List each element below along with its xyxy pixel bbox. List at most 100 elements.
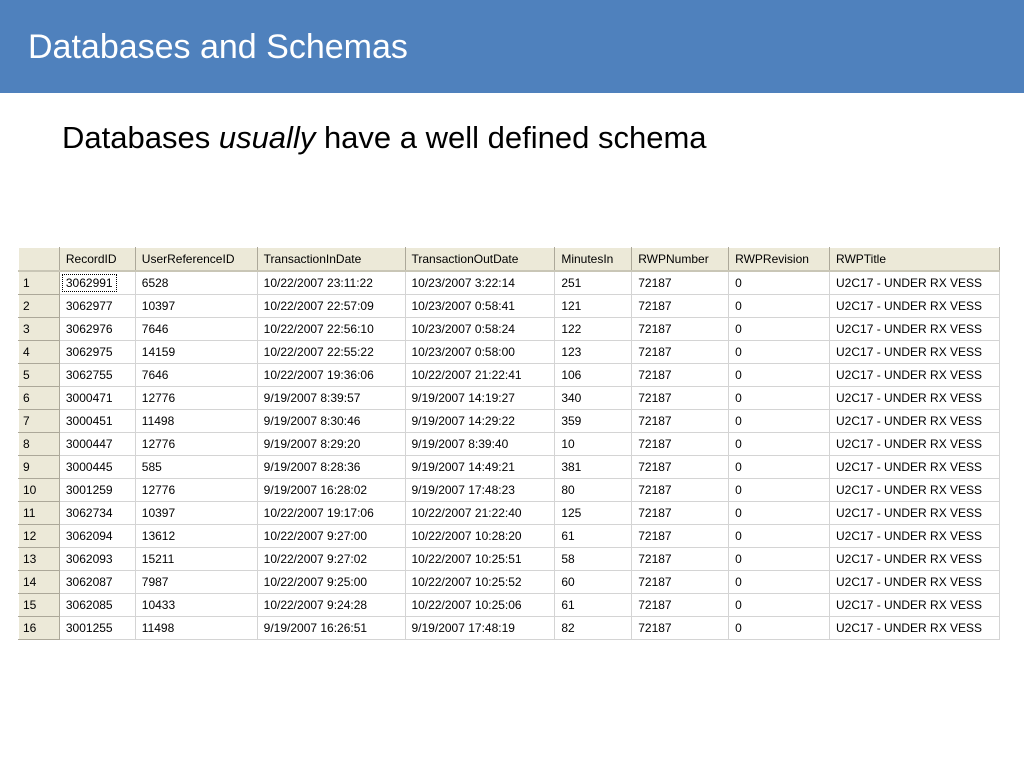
- grid-cell[interactable]: 3000445: [58, 455, 136, 479]
- grid-cell[interactable]: 122: [554, 317, 633, 341]
- column-header[interactable]: RWPTitle: [829, 247, 1000, 272]
- row-number-cell[interactable]: 10: [18, 478, 60, 502]
- grid-cell[interactable]: 3000451: [58, 409, 136, 433]
- grid-cell[interactable]: 10/22/2007 22:55:22: [256, 340, 406, 364]
- grid-cell[interactable]: 14159: [134, 340, 258, 364]
- grid-cell[interactable]: 0: [728, 593, 831, 617]
- grid-cell[interactable]: 9/19/2007 8:39:57: [256, 386, 406, 410]
- grid-cell[interactable]: 15211: [134, 547, 258, 571]
- column-header[interactable]: RWPNumber: [631, 247, 730, 272]
- grid-cell[interactable]: 0: [728, 270, 831, 295]
- table-row[interactable]: 16 3001255 11498 9/19/2007 16:26:51 9/19/200…: [18, 616, 1000, 640]
- column-header[interactable]: TransactionOutDate: [404, 247, 556, 272]
- grid-cell[interactable]: 10433: [134, 593, 258, 617]
- grid-cell[interactable]: 12776: [134, 386, 258, 410]
- grid-cell[interactable]: 10: [554, 432, 633, 456]
- grid-cell[interactable]: 72187: [631, 547, 730, 571]
- grid-cell[interactable]: 61: [554, 593, 633, 617]
- grid-cell[interactable]: 9/19/2007 16:26:51: [256, 616, 406, 640]
- grid-cell[interactable]: 58: [554, 547, 633, 571]
- grid-cell[interactable]: 61: [554, 524, 633, 548]
- grid-cell[interactable]: 72187: [631, 593, 730, 617]
- grid-cell[interactable]: U2C17 - UNDER RX VESS: [829, 455, 1000, 479]
- grid-cell[interactable]: U2C17 - UNDER RX VESS: [829, 294, 1000, 318]
- grid-cell[interactable]: 10/22/2007 10:25:51: [404, 547, 556, 571]
- grid-cell[interactable]: 10/23/2007 3:22:14: [404, 270, 556, 295]
- grid-cell[interactable]: 72187: [631, 363, 730, 387]
- grid-cell[interactable]: 9/19/2007 8:28:36: [256, 455, 406, 479]
- row-number-cell[interactable]: 11: [18, 501, 60, 525]
- grid-cell[interactable]: 10/23/2007 0:58:41: [404, 294, 556, 318]
- grid-cell[interactable]: U2C17 - UNDER RX VESS: [829, 340, 1000, 364]
- grid-cell[interactable]: 3062976: [58, 317, 136, 341]
- grid-cell[interactable]: 12776: [134, 432, 258, 456]
- grid-cell[interactable]: 585: [134, 455, 258, 479]
- grid-cell[interactable]: 3062734: [58, 501, 136, 525]
- grid-cell[interactable]: 10/22/2007 9:27:00: [256, 524, 406, 548]
- table-row[interactable]: 11 3062734 10397 10/22/2007 19:17:06 10/22/2…: [18, 501, 1000, 525]
- grid-cell[interactable]: 123: [554, 340, 633, 364]
- table-row[interactable]: 14 3062087 7987 10/22/2007 9:25:00 10/22/200…: [18, 570, 1000, 594]
- grid-cell[interactable]: 0: [728, 386, 831, 410]
- grid-cell[interactable]: 3062755: [58, 363, 136, 387]
- table-row[interactable]: 1 3062991 6528 10/22/2007 23:11:22 10/23/200…: [18, 270, 1000, 295]
- grid-cell[interactable]: 10/22/2007 10:25:06: [404, 593, 556, 617]
- grid-cell[interactable]: 72187: [631, 270, 730, 295]
- row-number-cell[interactable]: 1: [18, 270, 60, 295]
- grid-cell[interactable]: 11498: [134, 409, 258, 433]
- column-header[interactable]: UserReferenceID: [134, 247, 258, 272]
- grid-cell[interactable]: U2C17 - UNDER RX VESS: [829, 616, 1000, 640]
- grid-cell[interactable]: 3001255: [58, 616, 136, 640]
- grid-cell[interactable]: U2C17 - UNDER RX VESS: [829, 317, 1000, 341]
- grid-corner-cell[interactable]: [18, 247, 60, 272]
- grid-cell[interactable]: 72187: [631, 455, 730, 479]
- grid-cell[interactable]: 0: [728, 547, 831, 571]
- table-row[interactable]: 2 3062977 10397 10/22/2007 22:57:09 10/23/20…: [18, 294, 1000, 318]
- grid-cell[interactable]: 0: [728, 340, 831, 364]
- grid-cell[interactable]: 13612: [134, 524, 258, 548]
- table-row[interactable]: 8 3000447 12776 9/19/2007 8:29:20 9/19/2007 …: [18, 432, 1000, 456]
- row-number-cell[interactable]: 7: [18, 409, 60, 433]
- grid-cell[interactable]: 0: [728, 501, 831, 525]
- grid-cell[interactable]: 80: [554, 478, 633, 502]
- grid-cell[interactable]: 121: [554, 294, 633, 318]
- grid-cell[interactable]: U2C17 - UNDER RX VESS: [829, 409, 1000, 433]
- grid-cell[interactable]: 3000471: [58, 386, 136, 410]
- table-row[interactable]: 12 3062094 13612 10/22/2007 9:27:00 10/22/20…: [18, 524, 1000, 548]
- grid-cell[interactable]: U2C17 - UNDER RX VESS: [829, 570, 1000, 594]
- table-row[interactable]: 10 3001259 12776 9/19/2007 16:28:02 9/19/200…: [18, 478, 1000, 502]
- grid-cell[interactable]: 7987: [134, 570, 258, 594]
- table-row[interactable]: 7 3000451 11498 9/19/2007 8:30:46 9/19/2007 …: [18, 409, 1000, 433]
- grid-cell[interactable]: 381: [554, 455, 633, 479]
- grid-cell[interactable]: 10/22/2007 9:24:28: [256, 593, 406, 617]
- grid-cell[interactable]: U2C17 - UNDER RX VESS: [829, 270, 1000, 295]
- grid-cell[interactable]: 10397: [134, 501, 258, 525]
- grid-cell[interactable]: 10/22/2007 19:17:06: [256, 501, 406, 525]
- grid-cell[interactable]: 3000447: [58, 432, 136, 456]
- grid-cell[interactable]: 0: [728, 317, 831, 341]
- grid-cell[interactable]: 72187: [631, 524, 730, 548]
- grid-cell[interactable]: 10397: [134, 294, 258, 318]
- row-number-cell[interactable]: 3: [18, 317, 60, 341]
- grid-cell[interactable]: 9/19/2007 17:48:23: [404, 478, 556, 502]
- selected-cell[interactable]: 3062991: [58, 270, 136, 295]
- grid-cell[interactable]: 0: [728, 616, 831, 640]
- column-header[interactable]: MinutesIn: [554, 247, 633, 272]
- grid-cell[interactable]: 72187: [631, 501, 730, 525]
- grid-cell[interactable]: U2C17 - UNDER RX VESS: [829, 386, 1000, 410]
- row-number-cell[interactable]: 15: [18, 593, 60, 617]
- grid-cell[interactable]: 12776: [134, 478, 258, 502]
- grid-cell[interactable]: 72187: [631, 570, 730, 594]
- grid-cell[interactable]: 72187: [631, 340, 730, 364]
- grid-cell[interactable]: U2C17 - UNDER RX VESS: [829, 547, 1000, 571]
- grid-cell[interactable]: 0: [728, 524, 831, 548]
- grid-cell[interactable]: 9/19/2007 14:49:21: [404, 455, 556, 479]
- grid-cell[interactable]: 3062085: [58, 593, 136, 617]
- grid-cell[interactable]: 251: [554, 270, 633, 295]
- grid-cell[interactable]: U2C17 - UNDER RX VESS: [829, 593, 1000, 617]
- column-header[interactable]: TransactionInDate: [256, 247, 406, 272]
- grid-cell[interactable]: 82: [554, 616, 633, 640]
- grid-cell[interactable]: 10/22/2007 22:56:10: [256, 317, 406, 341]
- grid-cell[interactable]: 3062093: [58, 547, 136, 571]
- grid-cell[interactable]: 10/23/2007 0:58:00: [404, 340, 556, 364]
